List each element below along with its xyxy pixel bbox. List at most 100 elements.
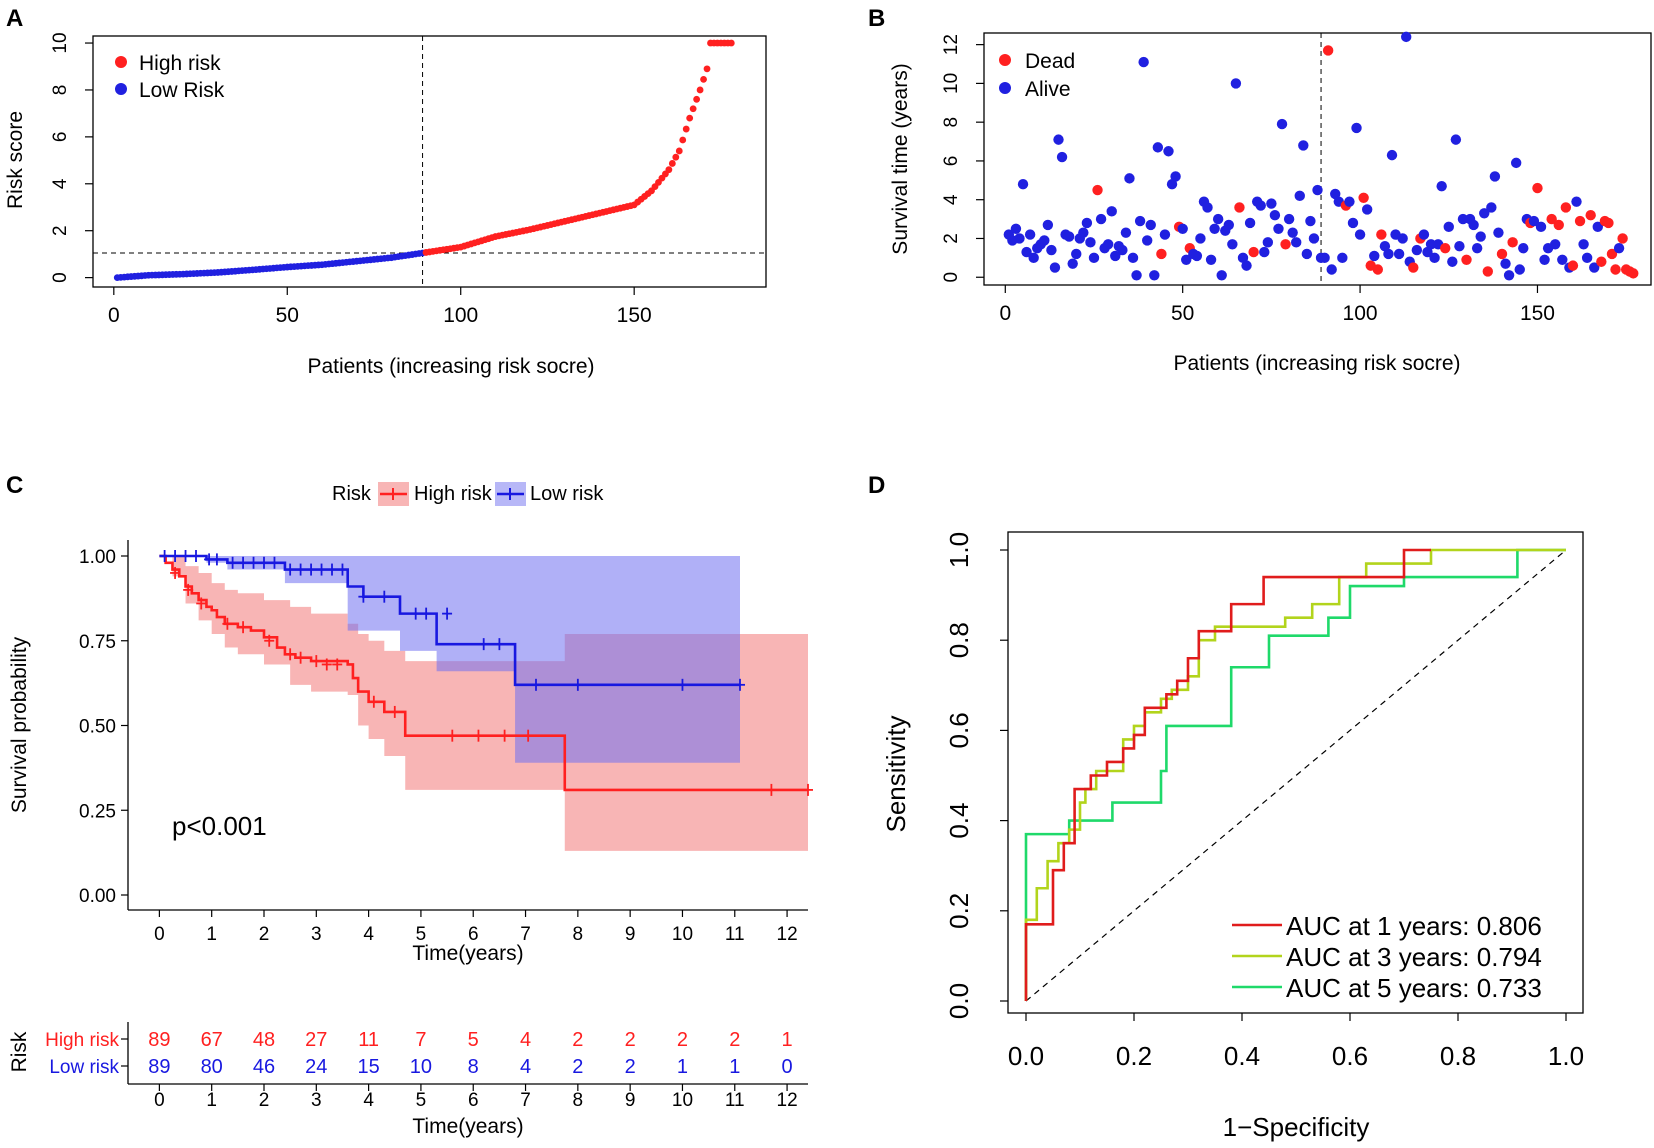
panel-label-c: C [6,472,23,499]
km-y-axis: 0.00 0.25 0.50 0.75 1.00 [79,547,128,907]
y-tick-label: 1.0 [944,532,974,568]
alive-point [1063,231,1075,242]
y-tick-label: 10 [50,32,71,53]
alive-point [1195,233,1206,244]
high-risk-point [693,95,701,103]
alive-point [1337,252,1348,264]
legend-alive-label: Alive [1025,78,1071,101]
high-risk-point [686,114,694,122]
alive-point [1454,241,1465,252]
risk-table-cell: 11 [358,1029,379,1051]
legend-alive-dot [999,82,1011,94]
alive-point [1503,270,1515,281]
high-risk-point [672,153,680,161]
dead-point [1496,248,1508,260]
risk-table-cell: 1 [677,1056,688,1078]
risk-table-cell: 89 [148,1029,170,1051]
risk-table-cell: 2 [625,1056,636,1078]
alive-point [1067,258,1078,269]
dead-point [1156,248,1167,260]
alive-point [1301,248,1313,260]
alive-point [1227,239,1238,250]
km-confidence-bands [159,556,808,851]
low-risk-confidence-band [159,556,740,763]
x-tick-label: 8 [573,1090,584,1111]
risk-table-cell: 89 [148,1056,170,1078]
x-tick-label: 0.4 [1224,1041,1260,1071]
risk-table-cell: 2 [572,1056,583,1078]
dead-point [1617,233,1628,244]
kaplan-meier-plot: Risk High risk Low risk 0.00 0.25 0.50 0.75… [8,482,813,965]
high-risk-point [689,105,697,113]
roc-x-label: 1−Specificity [1223,1112,1370,1142]
risk-score-plot-frame [92,35,767,288]
roc-y-axis: 0.0 0.2 0.4 0.6 0.8 1.0 [944,532,1008,1019]
x-tick-label: 0 [154,924,165,945]
dead-point [1482,266,1493,277]
alive-point [1514,264,1525,275]
y-tick-label: 4 [50,178,71,189]
dead-point [1628,268,1639,279]
y-tick-label: 10 [941,73,962,94]
risk-table-cell: 0 [782,1056,793,1078]
alive-point [1287,227,1298,238]
legend-high-risk-dot [115,56,127,68]
alive-point [1166,179,1178,190]
roc-plot-frame [1007,531,1584,1014]
dead-point [1408,262,1419,273]
alive-point [1305,215,1316,227]
risk-table: Risk High risk Low risk 89 67 48 27 11 7 5 4 2 2 2… [8,1022,808,1138]
alive-point [1589,262,1600,273]
x-tick-label: 1 [206,924,217,945]
risk-score-x-label: Patients (increasing risk socre) [307,355,594,378]
alive-point [1127,252,1139,264]
x-tick-label: 5 [416,1090,427,1111]
dead-point [1322,45,1334,56]
alive-point [1298,140,1309,151]
dead-point [1358,192,1369,203]
x-tick-label: 3 [311,924,322,945]
roc-curve-1-year [1024,548,1431,1001]
y-tick-label: 0.8 [944,622,974,658]
risk-score-y-axis: 0 2 4 6 8 10 [50,32,93,283]
dead-point [1507,237,1518,248]
survival-status-x-axis: 0 50 100 150 [999,285,1555,325]
alive-point [1379,241,1391,252]
panel-label-a: A [6,5,23,32]
x-tick-label: 1.0 [1548,1041,1584,1071]
high-risk-survival-curve [159,554,808,792]
alive-point [1447,256,1458,267]
dead-point [1280,239,1291,250]
dead-point [1372,264,1384,275]
dead-point [1574,215,1586,227]
alive-point [1042,219,1054,231]
y-tick-label: 4 [941,194,962,205]
x-tick-label: 10 [672,1090,693,1111]
alive-point [1397,233,1408,244]
y-tick-label: 0.0 [944,983,974,1019]
alive-point [1510,157,1522,169]
y-tick-label: 8 [50,85,71,96]
x-tick-label: 2 [259,924,270,945]
alive-point [1539,254,1550,265]
y-tick-label: 6 [941,156,962,167]
risk-table-title: Risk [8,1031,31,1072]
alive-point [1244,217,1256,229]
roc-legend-label-3yr: AUC at 3 years: 0.794 [1286,942,1542,972]
x-tick-label: 7 [520,924,531,945]
y-tick-label: 0.50 [79,717,116,738]
alive-point [1486,202,1497,213]
x-tick-label: 0 [999,302,1011,325]
alive-point [1202,202,1213,213]
dead-point [1234,202,1245,213]
legend-dead-dot [999,54,1011,66]
x-tick-label: 12 [777,924,798,945]
y-tick-label: 0.2 [944,893,974,929]
x-tick-label: 3 [311,1090,322,1111]
alive-point [1550,239,1561,250]
km-x-label: Time(years) [412,942,523,965]
roc-plot: 0.0 0.2 0.4 0.6 0.8 1.0 0.0 0.2 0.4 0.6 0.8 1.0 Se… [881,531,1584,1142]
high-risk-point [679,136,687,144]
high-risk-confidence-band [159,556,808,851]
alive-point [1557,254,1568,265]
